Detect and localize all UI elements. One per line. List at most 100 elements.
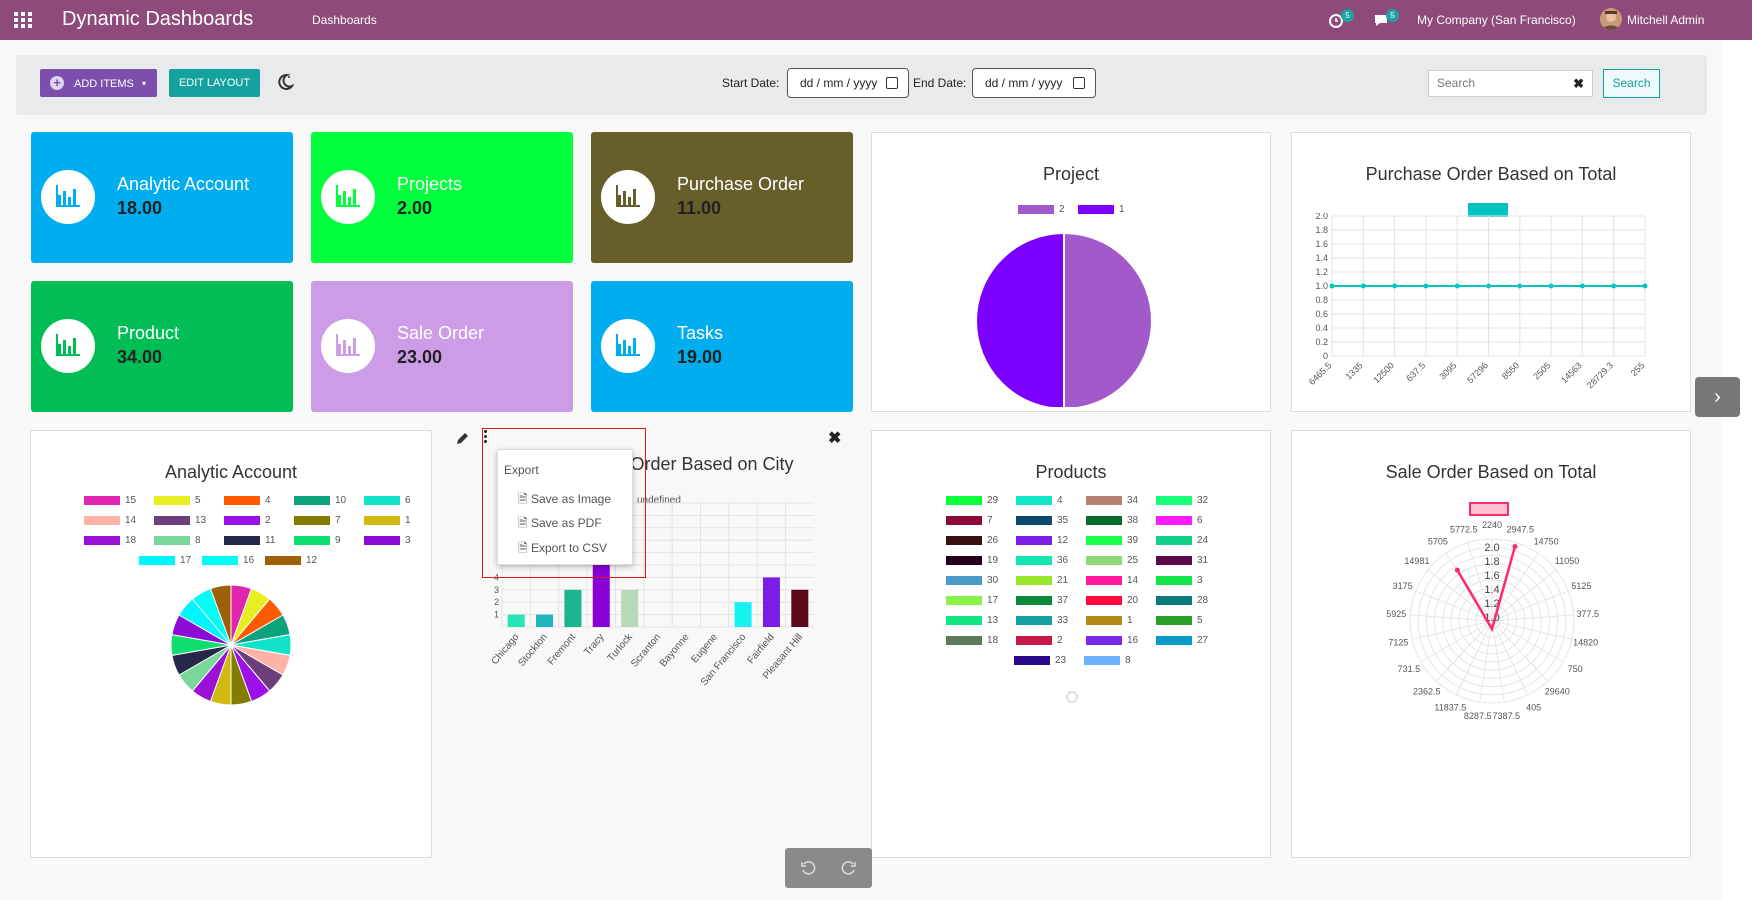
data-point[interactable] [1548,283,1554,289]
legend-item[interactable]: 27 [1156,635,1208,646]
legend-item[interactable]: 1 [364,515,411,526]
legend-item[interactable]: 21 [1016,575,1068,586]
legend-item[interactable]: 5 [1156,615,1203,626]
legend-item[interactable]: 15 [84,495,136,506]
data-point[interactable] [1642,283,1648,289]
legend-item[interactable]: 14 [84,515,136,526]
legend-item[interactable]: 7 [294,515,341,526]
legend-item[interactable]: 28 [1156,595,1208,606]
export-csv-item[interactable]: 🗎 Export to CSV [518,539,607,560]
data-point[interactable] [1517,283,1523,289]
calendar-icon[interactable] [886,77,898,89]
edit-pencil-icon[interactable] [455,431,471,447]
legend-item[interactable]: 23 [1014,655,1066,666]
legend-item[interactable]: 3 [1156,575,1203,586]
legend-item[interactable]: 11 [224,535,275,546]
legend-item[interactable]: 37 [1016,595,1068,606]
legend-item[interactable]: 33 [1016,615,1068,626]
legend-item[interactable]: 16 [1086,635,1138,646]
legend-item[interactable]: 35 [1016,515,1068,526]
legend-swatch[interactable] [1468,203,1508,217]
legend-item[interactable]: 20 [1086,595,1138,606]
legend-item[interactable]: 14 [1086,575,1138,586]
legend-item[interactable]: 10 [294,495,346,506]
legend-item[interactable]: 12 [1016,535,1068,546]
save-as-image-item[interactable]: 🗎 Save as Image [518,490,611,511]
bar[interactable] [564,589,582,627]
data-point[interactable] [1454,283,1460,289]
data-point[interactable] [1454,567,1460,573]
side-panel-toggle-chevron-icon[interactable]: › [1695,377,1740,417]
pie-slice[interactable] [1063,231,1152,407]
legend-item[interactable]: 19 [946,555,998,566]
legend-item[interactable]: 26 [946,535,998,546]
legend-item[interactable]: 5 [154,495,201,506]
company-switcher[interactable]: My Company (San Francisco) [1417,13,1576,27]
kpi-tile[interactable]: Purchase Order 11.00 [591,132,853,263]
legend-item[interactable]: 36 [1016,555,1068,566]
bar[interactable] [734,602,752,627]
legend-item[interactable]: 39 [1086,535,1138,546]
apps-grid-icon[interactable] [14,12,32,28]
data-point[interactable] [1611,283,1617,289]
dark-mode-moon-icon[interactable] [276,73,294,91]
data-point[interactable] [1392,283,1398,289]
clear-search-icon[interactable]: ✖ [1573,76,1584,91]
data-point[interactable] [1486,283,1491,289]
undo-icon[interactable] [800,860,816,876]
data-point[interactable] [1579,283,1585,289]
legend-item[interactable]: 18 [84,535,136,546]
messages-icon[interactable] [1372,10,1392,30]
legend-item[interactable]: 1 [1078,204,1125,215]
data-point[interactable] [1360,283,1366,289]
edit-layout-button[interactable]: EDIT LAYOUT [169,69,260,97]
legend-item[interactable]: 9 [294,535,341,546]
legend-item[interactable]: 34 [1086,495,1138,506]
activity-clock-icon[interactable] [1327,10,1347,30]
search-input[interactable]: Search ✖ [1428,70,1593,97]
end-date-input[interactable]: dd / mm / yyyy [972,68,1096,98]
legend-item[interactable]: 17 [946,595,998,606]
legend-item[interactable]: 3 [364,535,411,546]
app-brand[interactable]: Dynamic Dashboards [62,8,254,30]
pie-slice[interactable] [209,584,232,646]
bar[interactable] [507,614,525,627]
legend-item[interactable]: 18 [946,635,998,646]
legend-item[interactable]: 4 [1016,495,1063,506]
legend-item[interactable]: 6 [1156,515,1203,526]
menu-dashboards[interactable]: Dashboards [312,13,377,27]
legend-swatch[interactable] [1469,502,1509,516]
calendar-icon[interactable] [1073,77,1085,89]
legend-item[interactable]: 31 [1156,555,1208,566]
legend-item[interactable]: 1 [1086,615,1133,626]
legend-item[interactable]: 16 [202,555,254,566]
legend-item[interactable]: 2 [1018,204,1065,215]
legend-item[interactable]: 7 [946,515,993,526]
legend-item[interactable]: 2 [1016,635,1063,646]
data-point[interactable] [1329,283,1335,289]
pie-slice[interactable] [976,231,1065,407]
kpi-tile[interactable]: Tasks 19.00 [591,281,853,412]
redo-icon[interactable] [841,860,857,876]
legend-item[interactable]: 6 [364,495,411,506]
legend-item[interactable]: 8 [154,535,201,546]
legend-item[interactable]: 12 [265,555,317,566]
bar[interactable] [791,589,809,627]
chart-menu-kebab-icon[interactable] [484,430,488,446]
bar[interactable] [621,589,639,627]
legend-item[interactable]: 13 [946,615,998,626]
save-as-pdf-item[interactable]: 🗎 Save as PDF [518,514,602,535]
start-date-input[interactable]: dd / mm / yyyy [787,68,909,98]
add-items-button[interactable]: + ADD ITEMS ▾ [40,69,157,97]
legend-item[interactable]: 32 [1156,495,1208,506]
user-menu[interactable]: Mitchell Admin [1627,13,1705,27]
legend-item[interactable]: 4 [224,495,271,506]
bar[interactable] [762,577,780,627]
legend-item[interactable]: 38 [1086,515,1138,526]
legend-item[interactable]: 30 [946,575,998,586]
kpi-tile[interactable]: Analytic Account 18.00 [31,132,293,263]
kpi-tile[interactable]: Product 34.00 [31,281,293,412]
legend-item[interactable]: 13 [154,515,206,526]
user-avatar[interactable] [1600,8,1622,30]
kpi-tile[interactable]: Sale Order 23.00 [311,281,573,412]
